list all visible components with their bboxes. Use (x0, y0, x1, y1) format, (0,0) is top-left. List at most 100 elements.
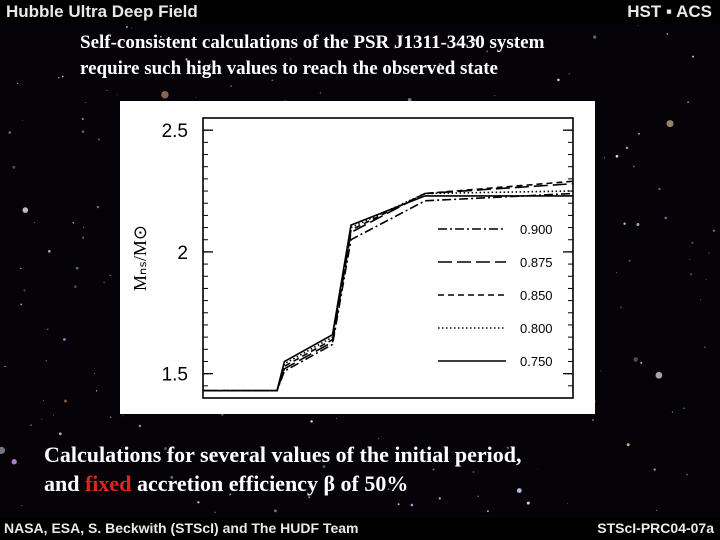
star (214, 511, 216, 514)
caption-pre: and (44, 471, 80, 496)
series-line (203, 190, 574, 392)
star (592, 419, 594, 421)
top-banner: Hubble Ultra Deep Field HST ▪ ACS (0, 0, 720, 24)
star (319, 92, 322, 94)
star (230, 85, 232, 87)
star (640, 361, 643, 364)
star (628, 259, 631, 262)
star (699, 299, 701, 301)
star (386, 448, 388, 450)
star (210, 66, 212, 68)
mass-evolution-chart: 1.5 2 2.5 Mₙₛ/M⊙ 0.900 0.875 0.850 0.800 0.750 (130, 117, 574, 399)
star (359, 70, 362, 74)
star (121, 446, 123, 448)
star (626, 443, 630, 447)
star (271, 79, 274, 82)
star (195, 96, 197, 98)
star (170, 475, 174, 479)
star (122, 415, 124, 417)
star (22, 120, 24, 121)
star (308, 485, 311, 488)
star (45, 360, 48, 362)
star (687, 101, 689, 103)
star (410, 503, 414, 507)
star (477, 495, 479, 498)
star (308, 496, 311, 499)
star (685, 473, 688, 476)
star (95, 390, 98, 392)
star (273, 509, 277, 513)
slide-caption: Calculations for several values of the i… (44, 440, 704, 498)
bottom-banner: NASA, ESA, S. Beckwith (STScI) and The H… (0, 517, 720, 540)
star (472, 471, 475, 473)
star (96, 205, 100, 209)
star (671, 411, 674, 413)
star (691, 241, 694, 244)
star (23, 289, 26, 292)
slide-headline: Self-consistent calculations of the PSR … (80, 30, 700, 82)
star (218, 488, 222, 492)
caption-post: accretion efficiency β of 50% (136, 471, 409, 496)
star (494, 94, 496, 97)
star (20, 267, 22, 270)
star (708, 252, 710, 254)
star (103, 281, 105, 284)
star (638, 132, 640, 135)
star (48, 250, 51, 253)
star (664, 216, 668, 220)
star (656, 509, 658, 511)
star (109, 416, 112, 419)
star (161, 90, 169, 99)
star (81, 117, 84, 121)
star (33, 222, 35, 224)
star (73, 285, 77, 289)
star (616, 272, 618, 274)
star (11, 459, 17, 465)
star (22, 207, 29, 213)
star (93, 372, 95, 375)
star (58, 76, 60, 79)
star (138, 424, 141, 428)
star (705, 279, 707, 281)
y-tick-label: 1.5 (162, 365, 188, 386)
star (623, 222, 626, 225)
star (125, 26, 128, 28)
legend-label: 0.750 (520, 354, 553, 369)
star (185, 58, 188, 61)
star (30, 424, 33, 427)
star (407, 98, 412, 102)
star (615, 154, 619, 158)
star (397, 503, 400, 506)
star (61, 75, 64, 78)
star (653, 468, 656, 471)
headline-line-2: require such high values to reach the ob… (80, 58, 498, 79)
star (566, 502, 569, 504)
y-tick-label: 2 (177, 243, 188, 264)
plot-frame (202, 117, 574, 399)
star (84, 102, 86, 104)
star (21, 505, 23, 507)
star (600, 370, 602, 372)
star (75, 266, 79, 270)
headline-line-1: Self-consistent calculations of the PSR … (80, 32, 545, 53)
star (12, 165, 16, 169)
star (41, 418, 43, 420)
star (97, 138, 101, 141)
star (636, 223, 640, 226)
star (394, 47, 396, 49)
star (159, 35, 162, 38)
star (72, 222, 75, 224)
star (526, 501, 530, 505)
star (516, 488, 522, 494)
star (20, 303, 23, 306)
caption-line-1: Calculations for several values of the i… (44, 442, 522, 467)
star (487, 510, 489, 513)
star (666, 33, 669, 35)
star (689, 273, 693, 276)
star (43, 399, 45, 401)
star (58, 432, 62, 436)
star (683, 407, 685, 410)
y-axis-label: Mₙₛ/M⊙ (130, 225, 150, 291)
star (432, 468, 435, 471)
star (557, 78, 560, 82)
